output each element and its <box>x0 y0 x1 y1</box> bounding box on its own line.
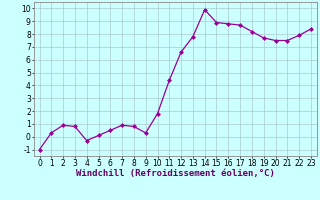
X-axis label: Windchill (Refroidissement éolien,°C): Windchill (Refroidissement éolien,°C) <box>76 169 275 178</box>
